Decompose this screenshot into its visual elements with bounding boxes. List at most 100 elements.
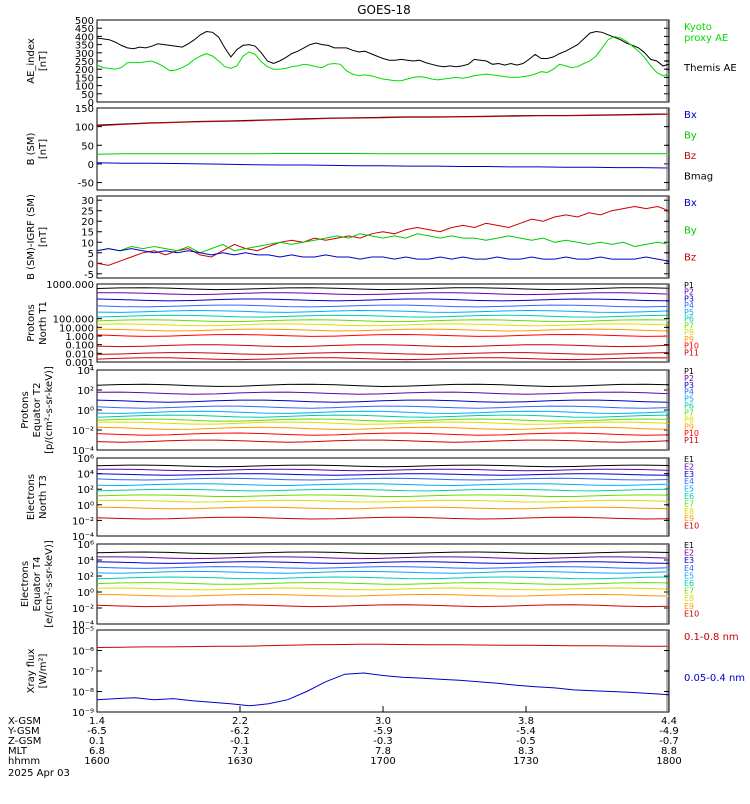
- legend-label: 0.1-0.8 nm: [684, 632, 739, 643]
- panel-5: 10⁻⁴ 10⁻² 10⁰ 10² 10⁴ Protons Equator T2 [p/(cm…: [20, 366, 699, 457]
- y-tick-label: 10⁰: [77, 588, 94, 599]
- channel-line: [96, 405, 670, 409]
- plot-title: GOES-18: [357, 3, 411, 17]
- legend-label: P5: [684, 395, 694, 404]
- legend-label: P1: [684, 281, 694, 290]
- y-axis-label: Protons: [26, 304, 37, 341]
- x-axis-value: 8.8: [661, 746, 677, 757]
- x-axis-value: -0.5: [516, 736, 536, 747]
- y-tick-label: 10⁻²: [72, 426, 94, 437]
- channel-line: [96, 344, 670, 348]
- y-axis-label: North T3: [38, 475, 49, 519]
- legend-label: E4: [684, 564, 694, 573]
- y-tick-label: 10²: [77, 485, 94, 496]
- channel-line: [96, 333, 670, 337]
- legend-label: P10: [684, 429, 699, 438]
- y-tick-label: -50: [78, 179, 94, 190]
- legend-label: P11: [684, 348, 699, 357]
- y-axis-label: Xray flux: [26, 649, 37, 694]
- channel-line: [96, 561, 670, 564]
- channel-line: [96, 421, 670, 425]
- series-line: [96, 233, 670, 254]
- x-axis-value: 1600: [84, 756, 109, 767]
- y-tick-label: 10⁶: [77, 540, 94, 551]
- x-axis-value: -5.9: [373, 726, 393, 737]
- legend-label: P1: [684, 367, 694, 376]
- y-tick-label: 25: [81, 207, 94, 218]
- y-axis-label: Protons: [20, 391, 31, 428]
- x-axis-value: 4.4: [661, 716, 677, 727]
- legend-label: Bz: [684, 151, 696, 162]
- legend-label: Bx: [684, 110, 697, 121]
- x-axis-row-label: Y-GSM: [7, 726, 40, 737]
- channel-line: [96, 292, 670, 296]
- y-tick-label: 10²: [77, 572, 94, 583]
- y-axis-label: [nT]: [38, 227, 49, 247]
- date-label: 2025 Apr 03: [8, 768, 70, 779]
- channel-line: [96, 587, 670, 591]
- panel-frame: [96, 195, 670, 279]
- channel-line: [96, 488, 670, 492]
- legend-label: E5: [684, 571, 694, 580]
- y-tick-label: 10⁶: [77, 454, 94, 465]
- y-axis-label: Electrons: [20, 561, 31, 607]
- y-tick-label: 10⁻²: [72, 516, 94, 527]
- legend-label: P2: [684, 288, 694, 297]
- y-tick-label: 150: [75, 73, 94, 84]
- y-tick-label: 0.010: [65, 349, 94, 360]
- legend-label: Bz: [684, 253, 696, 264]
- channel-line: [96, 391, 670, 395]
- y-tick-label: 10.000: [59, 323, 94, 334]
- legend-label: E8: [684, 507, 694, 516]
- x-axis-row-label: Z-GSM: [8, 736, 41, 747]
- x-axis-value: -5.4: [516, 726, 536, 737]
- legend-label: E10: [684, 522, 699, 531]
- y-tick-label: 10⁻⁵: [72, 626, 94, 637]
- legend-label: E1: [684, 455, 694, 464]
- channel-line: [96, 304, 670, 308]
- channel-line: [96, 352, 670, 355]
- y-tick-label: 10⁻⁴: [72, 446, 94, 457]
- y-tick-label: 100: [75, 123, 94, 134]
- y-tick-label: 10⁰: [77, 501, 94, 512]
- channel-line: [96, 309, 670, 313]
- legend-label: Themis AE: [683, 63, 737, 74]
- y-axis-label: B (SM)-IGRF (SM): [26, 194, 37, 280]
- channel-line: [96, 576, 670, 580]
- x-axis-row-label: X-GSM: [8, 716, 41, 727]
- legend-label: P11: [684, 436, 699, 445]
- x-axis-value: 1800: [656, 756, 681, 767]
- x-axis-value: 1630: [227, 756, 252, 767]
- x-axis-value: 3.8: [518, 716, 534, 727]
- y-tick-label: 10²: [77, 386, 94, 397]
- channel-line: [96, 506, 670, 510]
- legend-label: E3: [684, 556, 694, 565]
- legend-label: P6: [684, 315, 694, 324]
- y-tick-label: 300: [75, 49, 94, 60]
- y-tick-label: 10⁻⁷: [72, 667, 94, 678]
- x-axis-value: 1700: [370, 756, 395, 767]
- channel-line: [96, 432, 670, 436]
- series-line: [96, 672, 670, 707]
- channel-line: [96, 593, 670, 597]
- channel-line: [96, 287, 670, 291]
- legend-label: E1: [684, 541, 694, 550]
- y-tick-label: 1.000: [65, 332, 94, 343]
- y-tick-label: 0: [88, 160, 94, 171]
- legend-label: proxy AE: [684, 33, 728, 44]
- channel-line: [96, 494, 670, 497]
- series-line: [96, 35, 670, 82]
- series-line: [96, 153, 669, 155]
- y-tick-label: 10⁴: [77, 366, 94, 377]
- y-tick-label: 100: [75, 82, 94, 93]
- y-tick-label: 30: [81, 196, 94, 207]
- legend-label: P7: [684, 408, 694, 417]
- panel-frame: [96, 107, 670, 191]
- legend-label: E9: [684, 514, 694, 523]
- y-tick-label: 0: [88, 259, 94, 270]
- x-axis-row-label: MLT: [8, 746, 28, 757]
- legend-label: P2: [684, 374, 694, 383]
- y-tick-label: 450: [75, 24, 94, 35]
